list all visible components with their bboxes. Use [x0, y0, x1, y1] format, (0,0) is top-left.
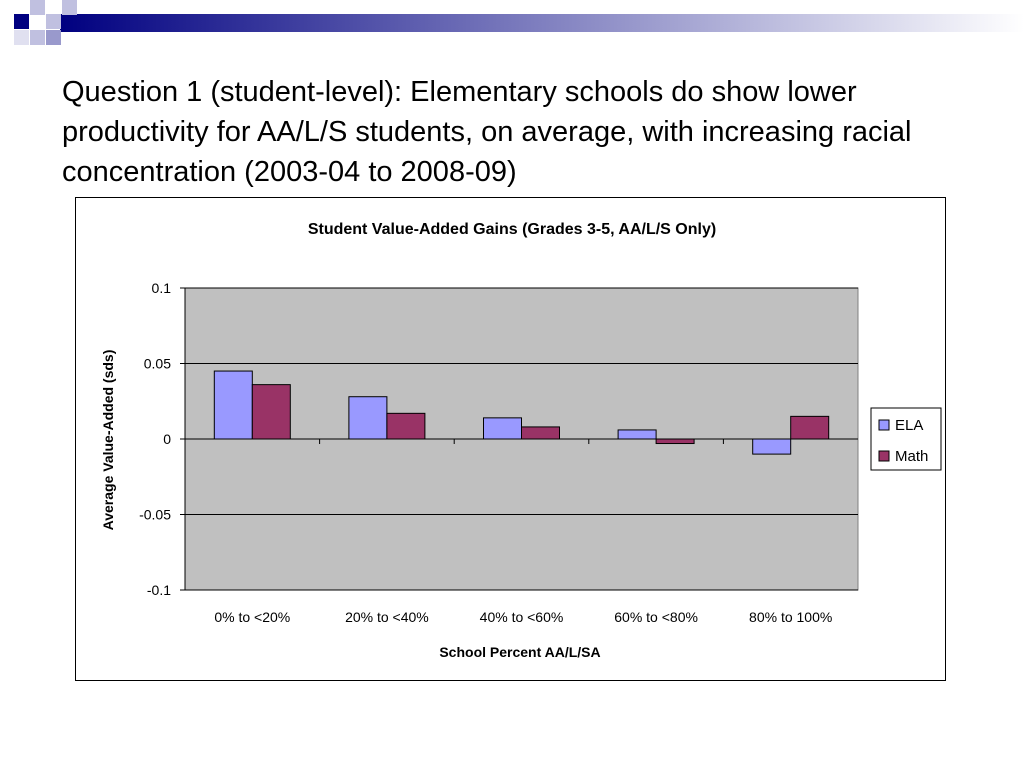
y-tick-label: -0.05	[139, 507, 171, 523]
chart-title: Student Value-Added Gains (Grades 3-5, A…	[308, 221, 716, 238]
legend: ELA Math	[870, 407, 942, 471]
x-tick-label: 60% to <80%	[614, 609, 698, 625]
legend-swatch-math	[878, 450, 890, 462]
x-axis-label: School Percent AA/L/SA	[439, 644, 600, 660]
y-tick-label: 0	[163, 431, 171, 447]
plot-area: 0.1 0.05 0 -0.05 -0.1 0% to <20% 20% to <40% 40…	[139, 280, 859, 625]
x-tick-label: 40% to <60%	[480, 609, 564, 625]
legend-swatch-ela	[878, 419, 890, 431]
x-tick-label: 0% to <20%	[214, 609, 290, 625]
bar-math-4	[655, 438, 695, 445]
bar-ela-2	[348, 396, 388, 440]
chart-frame: Student Value-Added Gains (Grades 3-5, A…	[75, 197, 946, 681]
bar-ela-3	[483, 417, 522, 440]
bar-math-5	[790, 415, 830, 440]
bar-ela-5	[752, 438, 792, 455]
y-tick-label: 0.1	[152, 280, 172, 296]
bar-ela-1	[213, 370, 253, 440]
x-tick-label: 20% to <40%	[345, 609, 429, 625]
x-tick-label: 80% to 100%	[749, 609, 832, 625]
y-tick-label: -0.1	[147, 582, 171, 598]
bar-math-3	[521, 426, 560, 440]
bar-math-2	[386, 412, 426, 440]
bar-math-1	[251, 384, 291, 440]
slide-title: Question 1 (student-level): Elementary s…	[62, 76, 912, 188]
bar-chart: Student Value-Added Gains (Grades 3-5, A…	[100, 221, 942, 660]
legend-label-ela: ELA	[895, 417, 923, 434]
title-decoration	[14, 0, 1024, 45]
bar-ela-4	[617, 429, 657, 440]
y-axis-label: Average Value-Added (sds)	[100, 350, 116, 531]
legend-label-math: Math	[895, 448, 928, 465]
y-tick-label: 0.05	[144, 356, 171, 372]
